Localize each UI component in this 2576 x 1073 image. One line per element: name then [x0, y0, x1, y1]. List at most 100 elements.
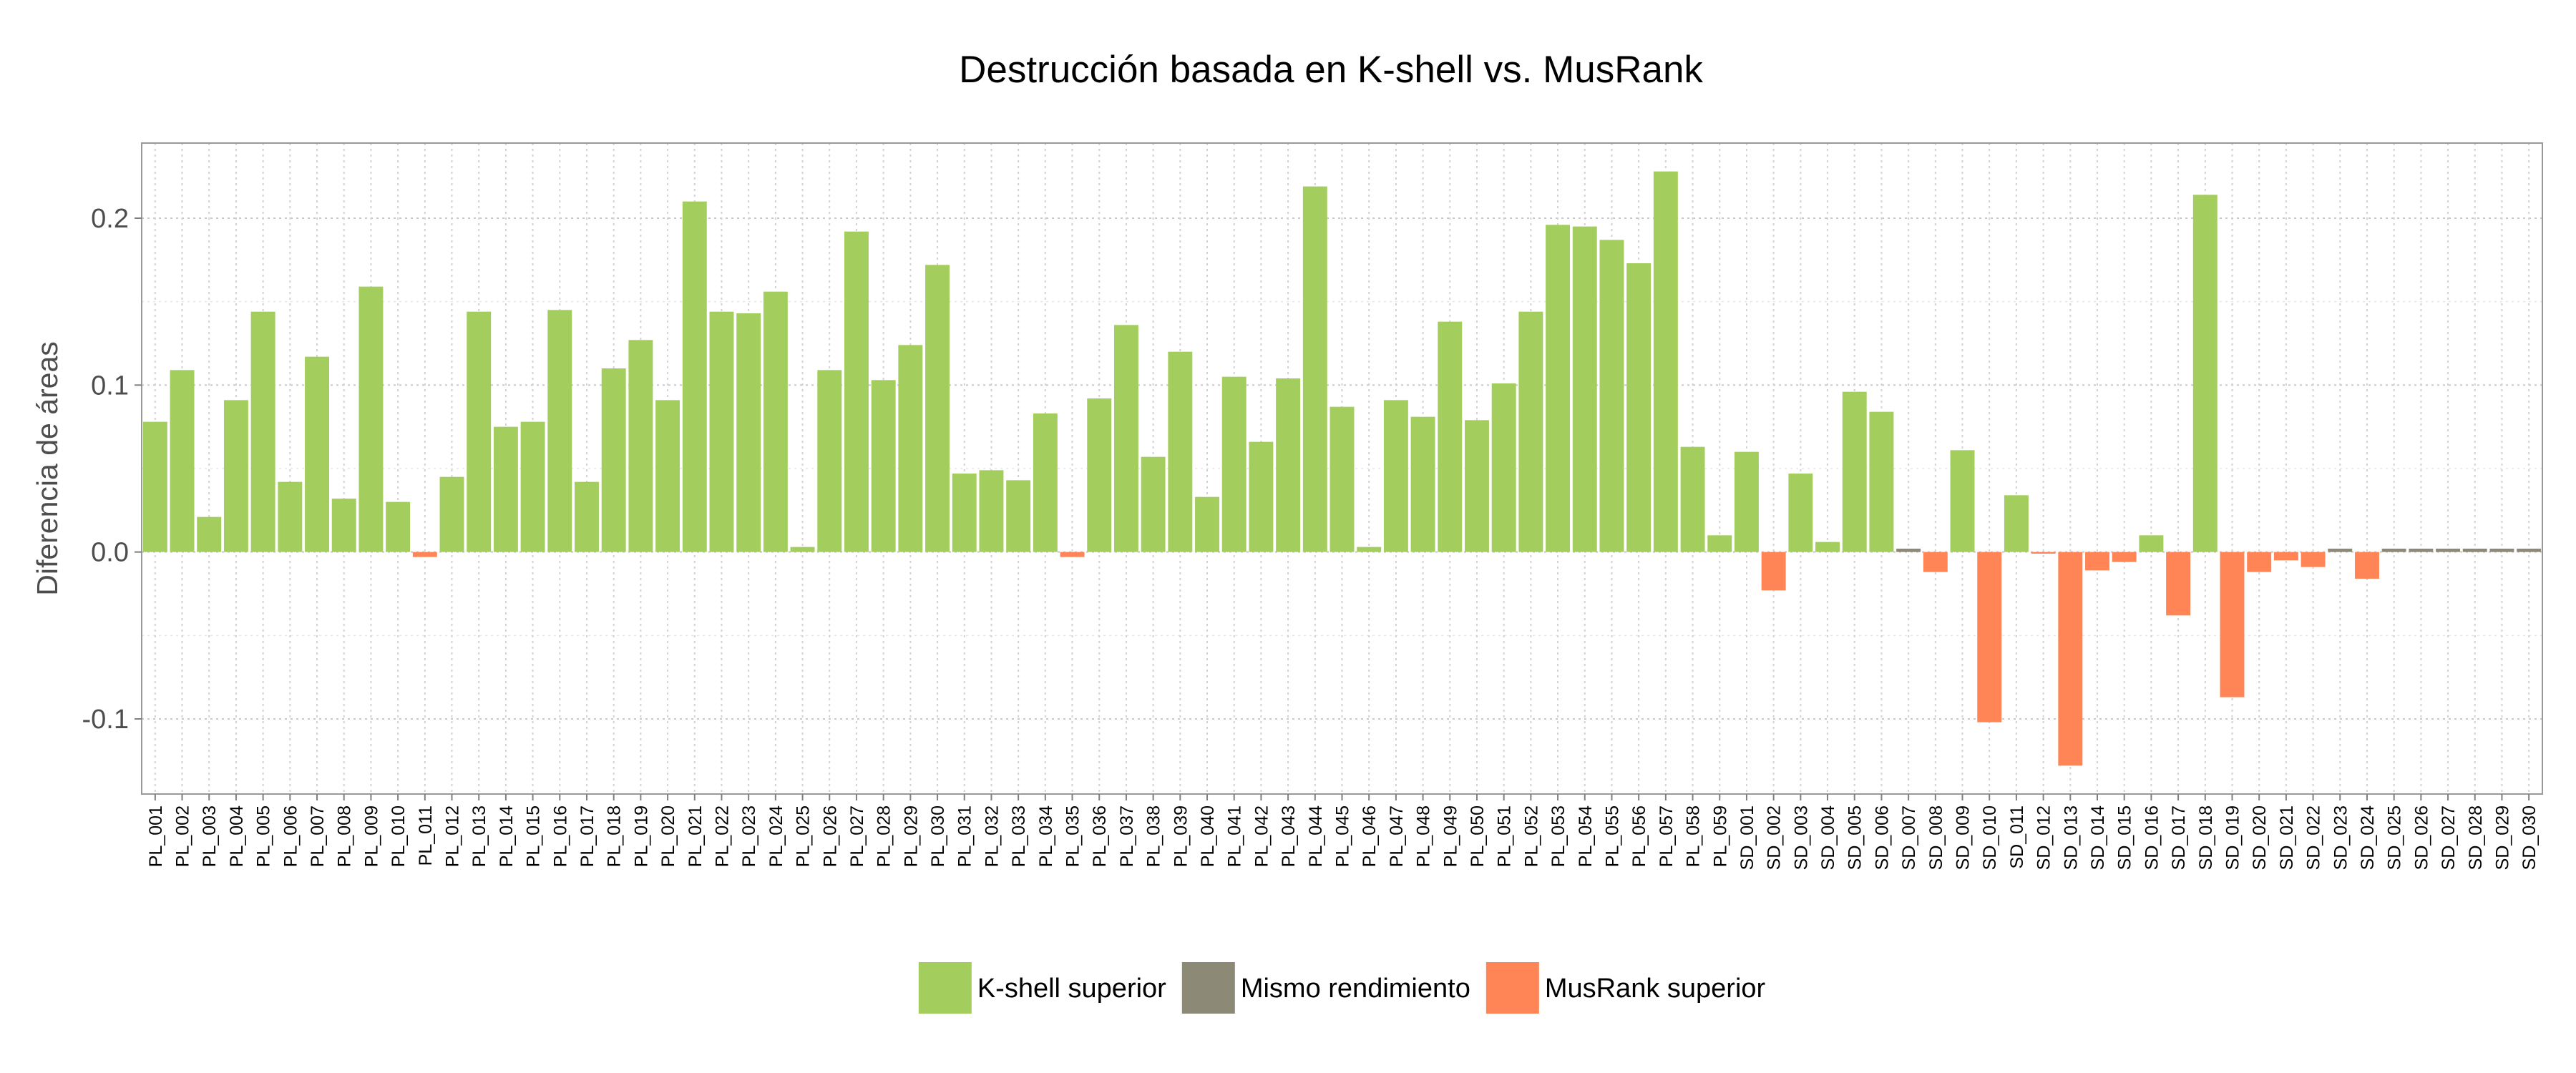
bar — [2058, 552, 2083, 766]
bar — [2139, 535, 2164, 552]
chart-title: Destrucción basada en K-shell vs. MusRan… — [959, 49, 1703, 91]
x-tick-label: PL_051 — [1495, 805, 1515, 867]
bar — [2004, 495, 2029, 552]
bar — [2381, 549, 2406, 552]
bar — [1572, 226, 1597, 552]
bar — [331, 499, 356, 552]
x-tick-label: PL_009 — [361, 805, 381, 867]
x-tick-label: SD_027 — [2439, 805, 2459, 870]
x-tick-label: PL_018 — [605, 805, 625, 867]
bar — [601, 368, 626, 552]
x-tick-label: SD_011 — [2007, 805, 2027, 869]
x-tick-label: SD_016 — [2142, 805, 2162, 870]
x-tick-label: PL_023 — [739, 805, 759, 867]
x-tick-label: PL_049 — [1440, 805, 1460, 867]
bar — [1410, 416, 1435, 552]
bar — [1896, 549, 1921, 552]
x-tick-label: PL_042 — [1252, 805, 1272, 867]
x-tick-label: SD_006 — [1872, 805, 1892, 870]
x-tick-label: PL_007 — [308, 805, 328, 867]
bar — [1734, 451, 1759, 552]
bars — [142, 171, 2542, 766]
x-tick-label: PL_044 — [1306, 805, 1326, 867]
x-tick-label: PL_054 — [1576, 805, 1596, 867]
x-tick-label: PL_024 — [766, 805, 786, 867]
x-tick-label: SD_025 — [2385, 805, 2405, 870]
x-tick-label: PL_039 — [1171, 805, 1191, 867]
x-tick-label: PL_021 — [686, 805, 706, 867]
x-tick-label: PL_035 — [1063, 805, 1083, 867]
bar — [1950, 450, 1975, 552]
legend-label: MusRank superior — [1545, 974, 1766, 1004]
x-tick-label: PL_010 — [389, 805, 409, 867]
bar — [1518, 311, 1543, 552]
x-tick-label: PL_032 — [982, 805, 1002, 867]
x-tick-label: SD_002 — [1765, 805, 1785, 870]
bar — [871, 380, 896, 552]
bar — [2409, 549, 2434, 552]
x-tick-label: SD_023 — [2331, 805, 2351, 870]
x-tick-label: SD_024 — [2358, 805, 2378, 870]
x-tick-label: SD_014 — [2088, 805, 2108, 870]
x-tick-label: SD_001 — [1737, 805, 1757, 870]
x-tick-label: SD_029 — [2492, 805, 2512, 870]
x-tick-label: PL_006 — [280, 805, 301, 867]
x-tick-label: PL_041 — [1225, 805, 1245, 867]
bar — [1249, 441, 1274, 552]
x-tick-label: PL_002 — [173, 805, 193, 867]
x-tick-label: PL_012 — [443, 805, 463, 867]
x-tick-label: PL_017 — [577, 805, 597, 867]
x-tick-label: PL_027 — [847, 805, 867, 867]
bar — [1087, 398, 1112, 552]
bar — [1006, 480, 1031, 552]
legend-label: K-shell superior — [977, 974, 1166, 1004]
bar — [170, 370, 195, 552]
bar — [1195, 496, 1219, 552]
bar — [142, 421, 167, 552]
bar — [2192, 195, 2218, 552]
bar — [790, 547, 815, 552]
bar — [1141, 456, 1166, 552]
x-tick-label: PL_004 — [227, 805, 247, 867]
x-tick-label: PL_029 — [901, 805, 921, 867]
y-axis-label: Diferencia de áreas — [31, 341, 64, 596]
bar — [1653, 171, 1678, 552]
x-tick-label: PL_008 — [335, 805, 355, 867]
y-tick-label: -0.1 — [82, 705, 129, 735]
bar — [1788, 474, 1813, 552]
bar — [412, 552, 437, 557]
bar — [1033, 413, 1058, 552]
x-tick-label: SD_010 — [1980, 805, 2000, 870]
legend: K-shell superior Mismo rendimiento MusRank… — [918, 962, 1766, 1014]
x-tick-label: PL_020 — [658, 805, 678, 867]
x-tick-label: PL_019 — [631, 805, 651, 867]
bar — [386, 501, 411, 552]
x-tick-label: PL_040 — [1198, 805, 1218, 867]
bar — [1465, 420, 1489, 552]
bar — [817, 370, 842, 552]
x-tick-label: PL_014 — [497, 805, 517, 867]
x-tick-label: SD_021 — [2277, 805, 2297, 870]
x-tick-label: SD_009 — [1953, 805, 1974, 870]
x-tick-label: PL_016 — [550, 805, 570, 867]
bar — [2220, 552, 2245, 697]
bar — [1330, 406, 1355, 552]
bar — [439, 476, 464, 552]
x-tick-label: PL_011 — [416, 805, 436, 866]
bar — [278, 481, 303, 552]
legend-label: Mismo rendimiento — [1241, 974, 1470, 1004]
bar — [1680, 446, 1705, 552]
bar — [1357, 547, 1382, 552]
x-tick-label: PL_056 — [1629, 805, 1649, 867]
x-tick-label: SD_017 — [2169, 805, 2189, 870]
bar — [1546, 225, 1571, 552]
bar — [1276, 378, 1301, 552]
bar — [709, 311, 734, 552]
x-tick-label: PL_057 — [1657, 805, 1677, 867]
bar — [898, 345, 923, 552]
y-tick-label: 0.0 — [91, 538, 129, 568]
bar — [1869, 411, 1894, 552]
x-tick-label: PL_059 — [1710, 805, 1730, 867]
bar — [2112, 552, 2137, 562]
bar — [2247, 552, 2272, 572]
